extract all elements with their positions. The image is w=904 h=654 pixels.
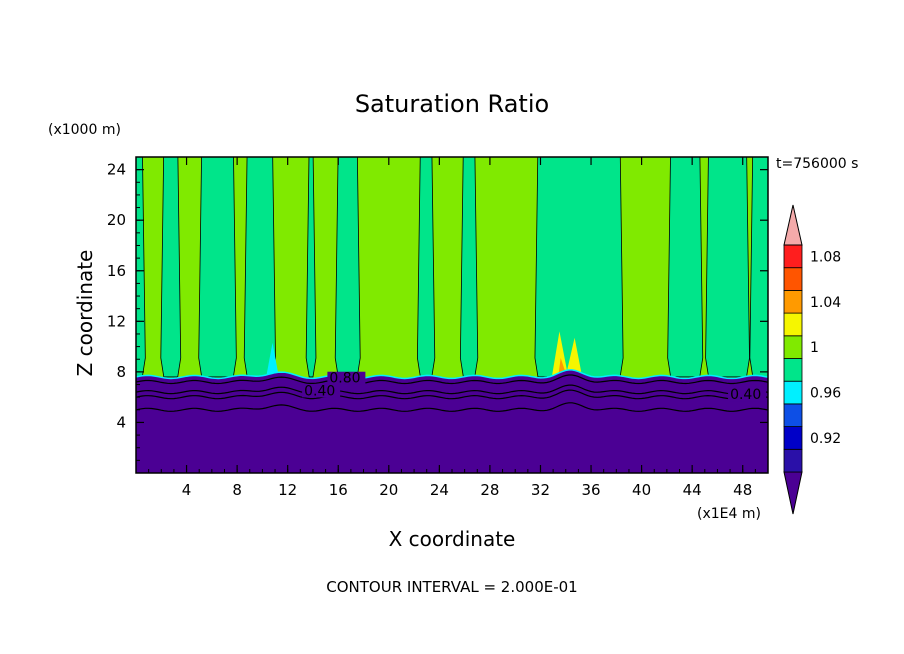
chart-title: Saturation Ratio — [355, 90, 549, 118]
colorbar-tick-label: 1 — [810, 340, 819, 356]
y-unit-label: (x1000 m) — [48, 122, 121, 138]
boundary-layer: 0.800.40 0.40 — [136, 369, 768, 473]
contour-label: 0.40 — [304, 383, 335, 399]
colorbar-swatch — [783, 448, 803, 473]
moist-column — [305, 157, 317, 378]
contour-label: 0.40 — [730, 387, 761, 403]
colorbar: 0.92 0.96 1 1.04 1.08 — [783, 204, 841, 515]
y-tick-label: 20 — [107, 211, 126, 229]
cyan-spot — [266, 342, 279, 377]
contour-label-bg — [327, 371, 366, 385]
x-tick-label: 32 — [531, 481, 550, 499]
y-tick-label: 24 — [107, 161, 126, 179]
x-tick-label: 40 — [632, 481, 651, 499]
colorbar-swatch — [783, 244, 803, 269]
moist-column — [416, 157, 436, 378]
moist-column — [705, 157, 750, 378]
y-tick-label: 8 — [116, 363, 126, 381]
y-axis-label: Z coordinate — [73, 250, 97, 377]
contour-line — [136, 384, 768, 395]
contour-label-bg — [302, 384, 341, 398]
moist-column — [243, 157, 276, 378]
x-tick-label: 20 — [379, 481, 398, 499]
x-tick-label: 36 — [581, 481, 600, 499]
moist-column — [534, 157, 624, 378]
contour-line — [136, 389, 768, 400]
contour-interval-label: CONTOUR INTERVAL = 2.000E-01 — [326, 578, 577, 596]
colorbar-swatch — [783, 312, 803, 337]
moist-column — [459, 157, 479, 378]
y-axis: 4 8 12 16 20 24 — [107, 161, 768, 461]
contour-label: 0.80 — [329, 371, 360, 387]
x-unit-label: (x1E4 m) — [697, 506, 761, 522]
contour-line — [136, 402, 768, 412]
colorbar-swatch — [783, 380, 803, 405]
x-tick-label: 44 — [683, 481, 702, 499]
colorbar-under-triangle — [783, 471, 803, 515]
contour-label-bg — [728, 388, 767, 402]
colorbar-tick-label: 1.08 — [810, 249, 841, 265]
boundary-layer-fill — [136, 369, 768, 473]
supersaturated-columns — [136, 157, 768, 378]
colorbar-tick-label: 0.92 — [810, 431, 841, 447]
x-tick-label: 24 — [430, 481, 449, 499]
colorbar-swatch — [783, 335, 803, 359]
colorbar-swatch — [783, 403, 803, 427]
colorbar-swatch — [783, 267, 803, 291]
x-tick-label: 28 — [480, 481, 499, 499]
colorbar-tick-label: 0.96 — [810, 386, 841, 402]
y-tick-label: 12 — [107, 312, 126, 330]
colorbar-over-triangle — [783, 204, 803, 246]
x-axis-label: X coordinate — [389, 527, 516, 551]
y-tick-label: 4 — [116, 413, 126, 431]
x-tick-label: 48 — [733, 481, 752, 499]
plot-area: 0.800.40 0.40 — [136, 157, 768, 473]
x-axis: 4 8 12 16 20 24 28 32 36 40 44 48 — [148, 157, 756, 499]
moist-column — [160, 157, 182, 378]
y-tick-label: 16 — [107, 262, 126, 280]
moist-column — [749, 157, 768, 378]
colorbar-swatch — [783, 426, 803, 450]
boundary-edge-line — [136, 369, 768, 380]
x-tick-label: 12 — [278, 481, 297, 499]
colorbar-swatch — [783, 289, 803, 314]
contour-line — [136, 374, 768, 385]
time-label: t=756000 s — [776, 156, 858, 172]
moist-column — [667, 157, 704, 378]
colorbar-swatch — [783, 358, 803, 382]
colorbar-tick-label: 1.04 — [810, 295, 841, 311]
x-tick-label: 16 — [329, 481, 348, 499]
yellow-spot — [551, 331, 583, 377]
moist-column — [198, 157, 237, 378]
x-tick-label: 8 — [232, 481, 242, 499]
x-tick-label: 4 — [182, 481, 192, 499]
moist-column — [334, 157, 361, 378]
